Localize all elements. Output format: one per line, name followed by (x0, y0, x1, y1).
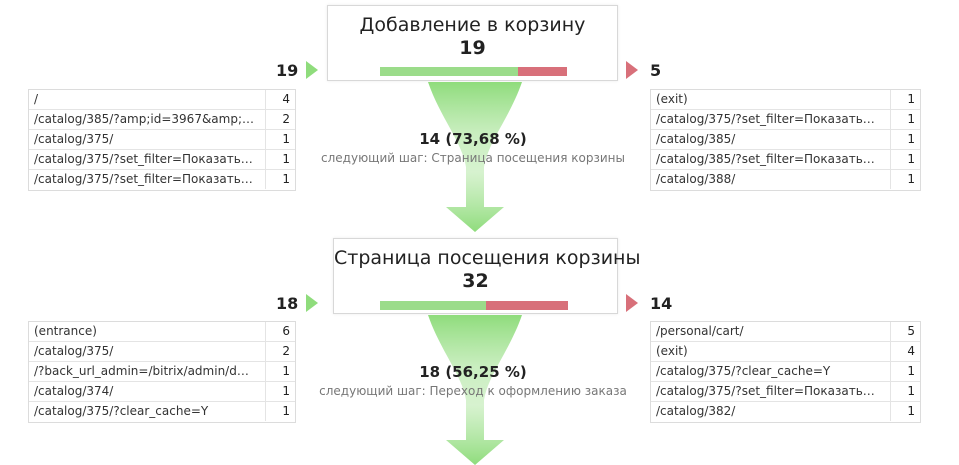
step-2-entry-arrow-icon (306, 294, 318, 312)
step-1-exit-arrow-icon (626, 61, 638, 79)
step-1-entries: 19 (276, 61, 299, 80)
list-item[interactable]: /catalog/388/1 (651, 170, 920, 190)
step-2-continue-bar (380, 301, 486, 310)
step-2-box: Страница посещения корзины 32 (333, 238, 641, 314)
list-item[interactable]: /catalog/375/?clear_cache=Y 1 (651, 362, 920, 382)
list-item[interactable]: /4 (29, 90, 295, 110)
step-1-exits: 5 (650, 61, 662, 80)
step-1-title: Добавление в корзину (359, 14, 586, 36)
list-item[interactable]: (exit) 1 (651, 90, 920, 110)
step-1-entry-arrow-icon (306, 61, 318, 79)
list-item[interactable]: /catalog/375/2 (29, 342, 295, 362)
step-1-exit-bar (518, 67, 567, 76)
step-2-entry-list: (entrance) 6 /catalog/375/2 /?back_url_ad… (28, 321, 296, 423)
step-1-continue-bar (380, 67, 518, 76)
list-item[interactable]: /catalog/375/1 (29, 130, 295, 150)
list-item[interactable]: (exit) 4 (651, 342, 920, 362)
step-2-next-label: следующий шаг: Переход к оформлению зака… (319, 384, 627, 398)
step-1-count: 19 (459, 37, 486, 59)
step-1-funnel-shape (428, 82, 522, 232)
step-2-exit-bar (486, 301, 568, 310)
list-item[interactable]: /catalog/385/?set_filter=Показать&arr...… (651, 150, 920, 170)
list-item[interactable]: /catalog/375/?set_filter=Показать&arr...… (651, 110, 920, 130)
step-1-next-value: 14 (73,68 %) (419, 130, 527, 148)
step-2-exit-list: /personal/cart/5 (exit) 4 /catalog/375/?c… (650, 321, 921, 423)
list-item[interactable]: /catalog/374/1 (29, 382, 295, 402)
list-item[interactable]: (entrance) 6 (29, 322, 295, 342)
step-1-exit-list: (exit) 1 /catalog/375/?set_filter=Показат… (650, 89, 921, 191)
step-2-title: Страница посещения корзины (334, 247, 641, 269)
step-1-next-label: следующий шаг: Страница посещения корзин… (321, 151, 625, 165)
list-item[interactable]: /?back_url_admin=/bitrix/admin/dump... 1 (29, 362, 295, 382)
step-2-funnel (428, 315, 522, 465)
step-2-exit-arrow-icon (626, 294, 638, 312)
step-2-next-value: 18 (56,25 %) (419, 363, 527, 381)
step-1-box: Добавление в корзину 19 (327, 5, 618, 81)
list-item[interactable]: /catalog/375/?set_filter=Показать&ar... 1 (29, 150, 295, 170)
list-item[interactable]: /catalog/375/?set_filter=Показать&arr...… (651, 382, 920, 402)
step-1-funnel (428, 82, 522, 232)
list-item[interactable]: /catalog/382/1 (651, 402, 920, 422)
list-item[interactable]: /catalog/385/?amp;id=3967&amp;PA... 2 (29, 110, 295, 130)
step-2-count: 32 (462, 270, 489, 292)
list-item[interactable]: /catalog/385/1 (651, 130, 920, 150)
list-item[interactable]: /personal/cart/5 (651, 322, 920, 342)
step-2-entries: 18 (276, 294, 299, 313)
list-item[interactable]: /catalog/375/?clear_cache=Y 1 (29, 402, 295, 422)
list-item[interactable]: /catalog/375/?set_filter=Показать&ar... 1 (29, 170, 295, 190)
step-1-entry-list: /4 /catalog/385/?amp;id=3967&amp;PA... 2 … (28, 89, 296, 191)
step-2-exits: 14 (650, 294, 673, 313)
step-2-funnel-shape (428, 315, 522, 465)
